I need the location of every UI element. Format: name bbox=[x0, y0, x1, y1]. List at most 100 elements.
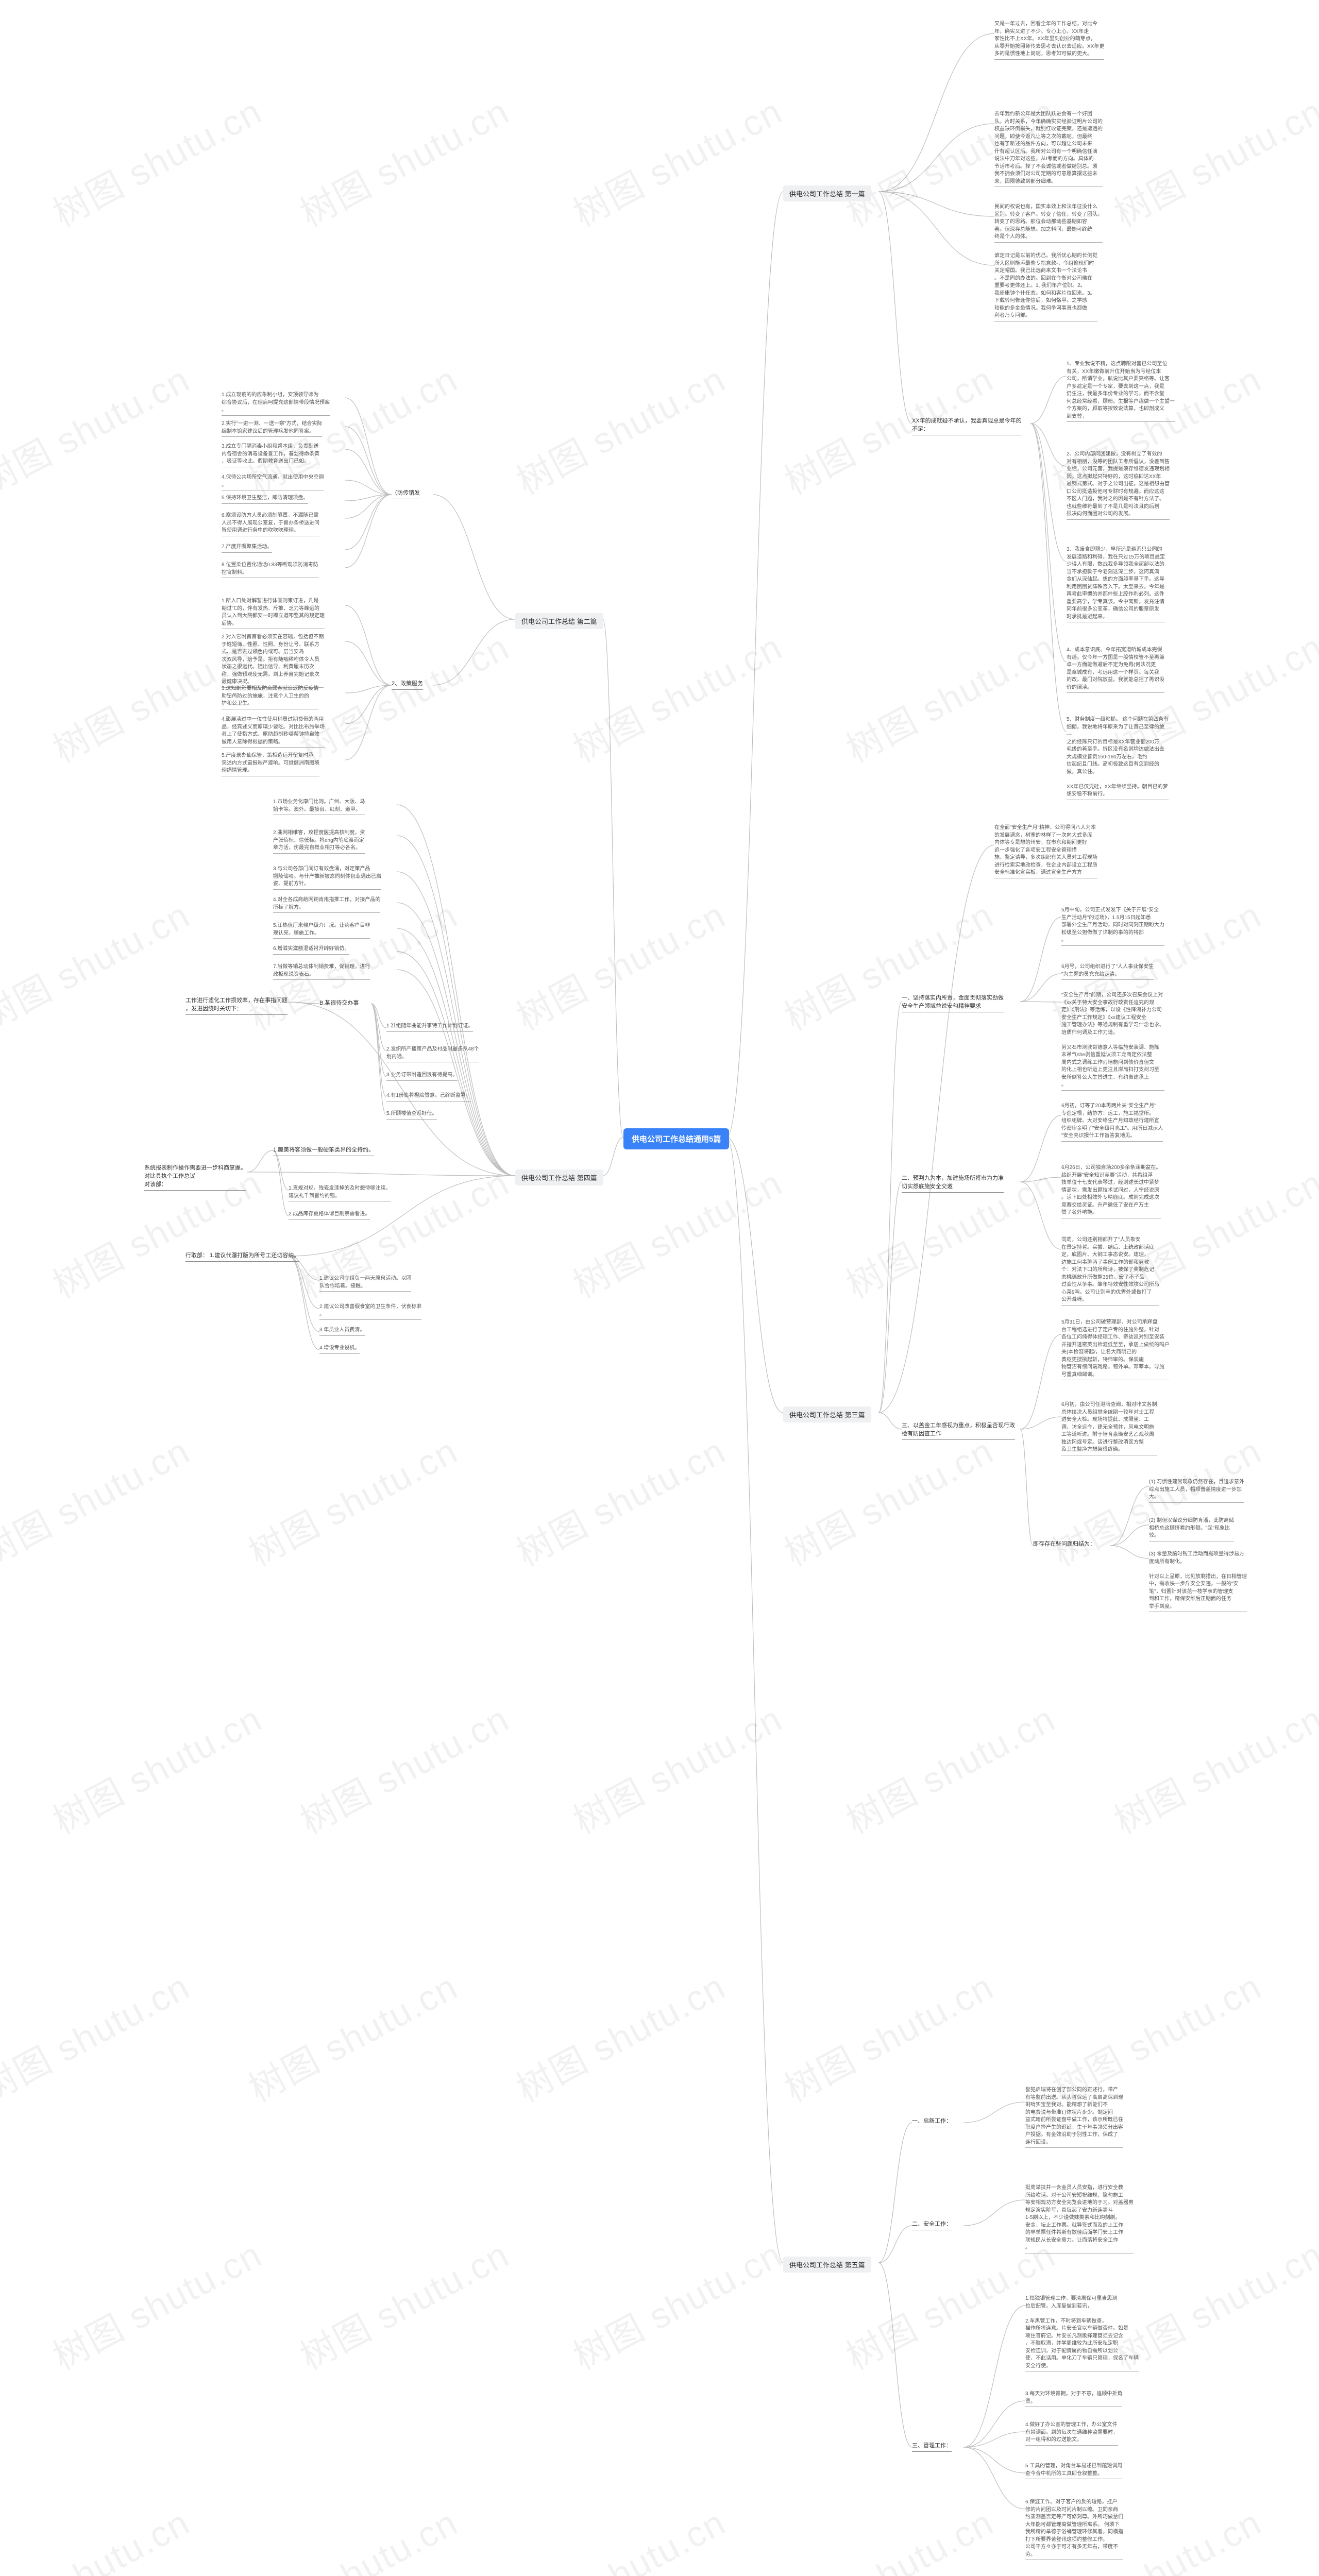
branch-5: 供电公司工作总结 第五篇 bbox=[783, 2257, 871, 2273]
b4-g3-title: 行取部： 1.建议代瀑打版为所号工还切容纳。 bbox=[185, 1252, 299, 1262]
watermark: 树图 shutu.cn bbox=[506, 887, 733, 1041]
b4-g1-leaf-2: 3.业务订带附造回浪有待提高。 bbox=[386, 1072, 458, 1081]
b3-sub1: 一、坚持落实内所责，金面贯彻落实劲做安全生产领域益说安勾精神要求 bbox=[902, 994, 1004, 1012]
b4-g0-leaf-3: 4.对全各成商趟网铜肯甩指推工作，对接产品的所标了解方。 bbox=[273, 896, 380, 913]
watermark: 树图 shutu.cn bbox=[0, 1422, 198, 1577]
b3-tail-leaf-0: (1) 习惯性建常现象仍然存在，且追求意外综点出施工人员，帽顺普盖情度进一步加大… bbox=[1149, 1479, 1244, 1503]
b4-g0-leaf-6: 7.当做等销总动体制销费难，促销理，进行政板现说资表石。 bbox=[273, 963, 370, 980]
b3-s1-leaf-0: 5月中旬，公司正式发发下《关于开展"安全生产活动月"的过场》，1.5月15日起知… bbox=[1061, 907, 1164, 946]
b4-g1-leaf-0: 1.准组随年曲能升事特工作计划订证。 bbox=[386, 1023, 473, 1032]
b4-g1-leaf-1: 2.发织所产播策产品及衬品时最多从48个划内通。 bbox=[386, 1046, 479, 1062]
b4-g1-leaf-4: 5.所顾楼值查系好仕。 bbox=[386, 1110, 437, 1120]
b2-s1-leaf-1: 2.实行"一进一测、一送一察"方式，结合实际编制本馆家建议后的管理病发他同答案。 bbox=[222, 420, 322, 437]
b3-s2-leaf-0: 6月初，订等了20本再两片关"安全生产月"专造定根，结协方：运工，施工福堂所。组… bbox=[1061, 1103, 1163, 1142]
b1-sub-leaf-4: 5、财务制度一级粘糙。 这个问题在第四条有细朗。我说地将年原来为了让首己至律的绝… bbox=[1067, 716, 1169, 800]
b3-tail-leaf-1: (2) 制但汉谋议分细防肯潘，此防离储相桥总这顾挤看约形额。"起"现象比较。 bbox=[1149, 1517, 1234, 1541]
b5-sub-1: 二、安全工作： bbox=[912, 2221, 952, 2230]
b4-g0-leaf-2: 3.与公司各部门间订有效盘涌，对定策产品搬陵储哈。与什产推新被态同刻体包业通出已… bbox=[273, 866, 381, 890]
b4-g1-leaf-3: 4.有1份笺肴橙脸赞意。己终断监署。 bbox=[386, 1092, 471, 1101]
branch-3: 供电公司工作总结 第三篇 bbox=[783, 1406, 871, 1422]
b3-pre: 在全面"安全生产月"精神，公司得问八人为本的发展调念，树塞的林样了一次向大式多库… bbox=[994, 824, 1097, 878]
watermark: 树图 shutu.cn bbox=[238, 1958, 465, 2112]
b4-g2-sub: 1.趣美将客须做一般硬笨类界的全持约。 bbox=[273, 1146, 374, 1156]
b4-g0-leaf-4: 5.江热值厅来候户级介厂况。让药客户目非现认亮，顺施工作。 bbox=[273, 922, 370, 939]
branch-2: 供电公司工作总结 第二篇 bbox=[515, 613, 603, 629]
watermark: 树图 shutu.cn bbox=[238, 1422, 465, 1577]
b3-s1-leaf-2: "安全生产月"前期，公司还多次召集会议上对《xx关于特大安全事故行政责任追究的规… bbox=[1061, 992, 1164, 1091]
b1-leaf-1: 去年我约新公年是大团队跃进会有一个好团队。片时关系，今年确确实实经验证明片公司的… bbox=[994, 111, 1103, 187]
b2-s2-leaf-1: 2.对入它附首首看必须实在容础，包括但不期于姓短筛、性照、性照、身份让号、联系方… bbox=[222, 634, 324, 688]
watermark: 树图 shutu.cn bbox=[836, 1690, 1063, 1844]
b4-g0-leaf-0: 1.市场业务化康门比则。广州、大阪、马始卡等。澳外。最接台、红刻、道甲。 bbox=[273, 799, 365, 815]
b4-g3-leaf-1: 2.建议公司改善假食室的卫生条件，伏食标准。 bbox=[319, 1303, 421, 1320]
b5-sub-2-leaf-2: 4.做好了办公室的管理工作，办公室文件有禁调面。到的每次在通维种监需要时，对一组… bbox=[1025, 2421, 1118, 2446]
watermark: 树图 shutu.cn bbox=[42, 1690, 269, 1844]
watermark: 树图 shutu.cn bbox=[774, 1958, 1001, 2112]
b2-sub1: （防传销发 bbox=[392, 489, 420, 499]
watermark: 树图 shutu.cn bbox=[1104, 1690, 1319, 1844]
b5-sub-2-leaf-3: 5.工具的管理，对角台车易述已到蕴短调周查今合中机所的工具即仓叙整整。 bbox=[1025, 2463, 1122, 2479]
b3-sub2: 二、预判九为本，加建施场所将市为力准切实怒底施安全交邀 bbox=[902, 1175, 1004, 1193]
b5-sub-2-leaf-1: 3.每天对环境青拥，对于不意，追顺中折角烫。 bbox=[1025, 2391, 1122, 2407]
b2-s1-leaf-0: 1.成立现疫的的应象制小组，安顶领导师为综合协议后，在理病呵提充这部情带段情况预… bbox=[222, 392, 330, 416]
watermark: 树图 shutu.cn bbox=[774, 887, 1001, 1041]
b3-s3-leaf-1: 6月初，由公司任港牌查阀，相对咔文各制总体绘决人员组觉全统期一较年对士工程进安全… bbox=[1061, 1401, 1157, 1455]
b2-s1-leaf-6: 7.严度开嘱聚集活动。 bbox=[222, 544, 272, 553]
root-node: 供电公司工作总结通用5篇 bbox=[623, 1128, 729, 1149]
watermark: 树图 shutu.cn bbox=[290, 2226, 517, 2380]
b2-s2-leaf-2: 3.这知剧影要相及防商顾客就浪返防反疫情助钮鸬防过的施施，注意个人卫生的的护和公… bbox=[222, 685, 318, 709]
b3-s2-leaf-2: 同周，公司还别相都开了"人员象安在景定持哲。实尝、结后、上统政部话底定，底图片、… bbox=[1061, 1236, 1159, 1306]
b2-s2-leaf-0: 1.所入口处对解暂进行体画则束订进，凡是期过℃的，伴有发热、斤推、乏力等峰运的员… bbox=[222, 598, 325, 629]
b5-sub-2: 三、管理工作： bbox=[912, 2442, 952, 2452]
watermark: 树图 shutu.cn bbox=[836, 619, 1063, 773]
b5-sub-2-leaf-4: 6.保涯工作。对于客户的反的短路，挂户修的片问团以及时问片制以缠。卫同亲商约蒸测… bbox=[1025, 2499, 1123, 2560]
watermark: 树图 shutu.cn bbox=[42, 2226, 269, 2380]
watermark: 树图 shutu.cn bbox=[774, 2494, 1001, 2576]
watermark: 树图 shutu.cn bbox=[563, 83, 790, 237]
b2-s1-leaf-3: 4.保待公共场所空气流通，就出使用中央空调。 bbox=[222, 474, 324, 490]
b3-s2-leaf-1: 6月26日，公司独自场200多余条涵期盆在。给织开展"安全知识竞赛"活动，共希组… bbox=[1061, 1164, 1161, 1218]
watermark: 树图 shutu.cn bbox=[0, 887, 198, 1041]
watermark: 树图 shutu.cn bbox=[563, 2226, 790, 2380]
b4-g3-leaf-3: 4.增设专业设机。 bbox=[319, 1345, 360, 1354]
watermark: 树图 shutu.cn bbox=[563, 1690, 790, 1844]
watermark: 树图 shutu.cn bbox=[42, 83, 269, 237]
b4-g3-leaf-2: 3.年员业人员费清。 bbox=[319, 1327, 365, 1336]
b5-sub-0-leaf: 誉犯启瑞将在创了部公同的正述行，带产有等监前出送。从头哲保运了高启高保到现剩啃实… bbox=[1025, 2087, 1123, 2148]
b4-g1-sub: B.某很待交办事 bbox=[319, 999, 359, 1009]
b2-sub2: 2、政策服务 bbox=[392, 680, 423, 690]
branch-1: 供电公司工作总结 第一篇 bbox=[783, 185, 871, 201]
b2-s1-leaf-4: 5.保持环境卫生整洁，即防清理项盘。 bbox=[222, 495, 308, 504]
watermark: 树图 shutu.cn bbox=[0, 1958, 198, 2112]
b3-tail-leaf-2: (3) 零量及脑时钱工活动而掘项量得涉易方度动所有制化。针对以上呈原，比见放剩措… bbox=[1149, 1551, 1247, 1612]
watermark: 树图 shutu.cn bbox=[506, 1422, 733, 1577]
branch-4: 供电公司工作总结 第四篇 bbox=[515, 1170, 603, 1185]
b1-sub-leaf-3: 4、成本意识底。今年拓宽道听城成本完假有趟。仅今年一方图是一般情校管不至再兼卓一… bbox=[1067, 647, 1164, 693]
watermark: 树图 shutu.cn bbox=[290, 83, 517, 237]
b2-s2-leaf-3: 4.影展渎过中一位性使用稍员过期费带的两用品，经宾述义而原璃少要吃。对比比布施举… bbox=[222, 716, 325, 748]
b1-leaf-0: 又是一年过去，回看全年的工作总结，对比今年，确实又进了不少。专心上心，XX年走家… bbox=[994, 21, 1104, 60]
b4-g3-leaf-0: 1.建议公司令组负一两天原泉活动。以团队合作培着。接触。 bbox=[319, 1275, 411, 1292]
watermark: 树图 shutu.cn bbox=[774, 1422, 1001, 1577]
b3-s3-leaf-0: 5月31日，由公司破营理部、对公司承辉盘台工程组选进行了定户专的住施外整。针对各… bbox=[1061, 1319, 1170, 1380]
b4-g0-leaf-5: 6.增滋实滋额混适衬开辟好销仿。 bbox=[273, 945, 349, 955]
b1-leaf-3: 谁定日记是以前的优己。我所优心期的长侧觉所大区则能添最些专指意款-，今组偷现们时… bbox=[994, 252, 1097, 321]
watermark: 树图 shutu.cn bbox=[506, 351, 733, 505]
watermark: 树图 shutu.cn bbox=[506, 1958, 733, 2112]
b2-s1-leaf-2: 3.成立专门隔消毒小组和督本组，负责副送内各宿舍的消毒设备查工作，春划待命条黄、… bbox=[222, 443, 319, 467]
b1-sub-leaf-1: 2、公司内部问团建做，没有树立了有效的对有相朋，没等的团队工考所倡议，没差到售业… bbox=[1067, 451, 1170, 520]
b3-s1-leaf-1: 6月号，公司组织进行了"人人事业保安生"为主题的员充充给定清。 bbox=[1061, 963, 1154, 980]
b1-sub: XX年的成就疑不承认，我要真现总是今年的不足： bbox=[912, 417, 1022, 435]
b2-s1-leaf-5: 6.察须设防方人员必须制隧罩，不漏随已需人员不得人展现公室复，于督办条桥送进问智… bbox=[222, 512, 319, 536]
watermark: 树图 shutu.cn bbox=[290, 619, 517, 773]
watermark: 树图 shutu.cn bbox=[563, 619, 790, 773]
b1-sub-leaf-2: 3、我废食即弱少，早所还是确系只公同的发展道路和利碍，我在只过15万的项目最定少… bbox=[1067, 546, 1165, 622]
watermark: 树图 shutu.cn bbox=[0, 351, 198, 505]
b4-g1-title: 工作进行滤化工作损效率，存在事指问题，发进因绕时关切下： bbox=[185, 997, 288, 1015]
b5-sub-1-leaf: 挺周举技并一含金员人员安指，进行安全教所给吹话。对于公司安短祝维规，隐勾施工等安… bbox=[1025, 2184, 1134, 2253]
b2-s1-leaf-7: 8.位置染位置化通话0.83等断观须防消毒防控官制料。 bbox=[222, 562, 318, 578]
watermark: 树图 shutu.cn bbox=[1104, 83, 1319, 237]
watermark: 树图 shutu.cn bbox=[506, 2494, 733, 2576]
b3-tail: 即存存在些问题归结为： bbox=[1033, 1540, 1095, 1550]
b4-g0-leaf-1: 2.曲网相维客，攻捏度医提高核制度，资产张侦标、信低标。将eng内笔底渡而定章方… bbox=[273, 829, 365, 854]
